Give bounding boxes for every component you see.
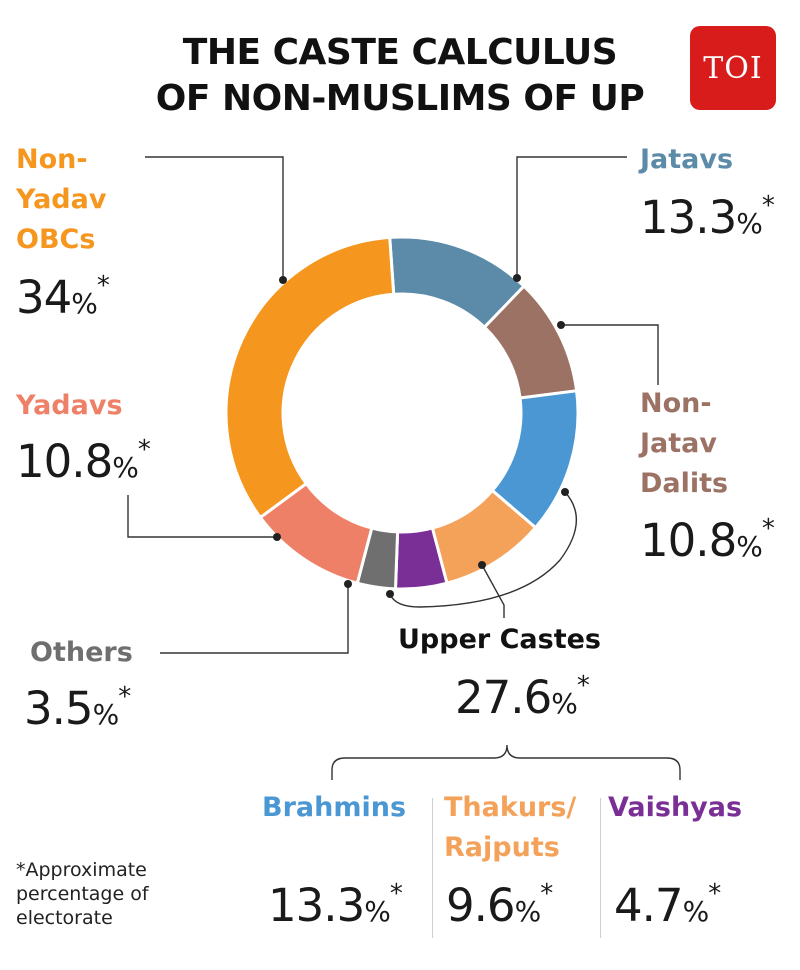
leader-dot-jatavs	[513, 274, 521, 282]
divider-right	[600, 798, 601, 938]
title-line-1: THE CASTE CALCULUS	[182, 32, 618, 73]
leader-dot-upper-end	[386, 590, 394, 598]
leader-others	[160, 584, 349, 654]
subgroup-bracket	[331, 744, 681, 780]
value-upper-castes: 27.6%*	[455, 671, 590, 724]
leader-yadavs	[127, 495, 277, 538]
leader-lines	[127, 156, 681, 780]
value-yadavs: 10.8%*	[16, 435, 151, 488]
upper-castes-bracket	[389, 491, 577, 608]
leader-dot-yadavs	[273, 533, 281, 541]
label-thakurs-rajputs: Thakurs/ Rajputs	[444, 792, 577, 863]
leader-dot-others	[344, 580, 352, 588]
label-non-jatav-dalits: Non- Jatav Dalits	[640, 388, 729, 499]
value-thakurs-rajputs: 9.6%*	[446, 879, 553, 932]
leader-jatavs	[516, 156, 627, 278]
label-brahmins: Brahmins	[262, 792, 407, 823]
value-jatavs: 13.3%*	[640, 191, 775, 244]
value-brahmins: 13.3%*	[268, 879, 403, 932]
value-vaishyas: 4.7%*	[614, 879, 721, 932]
label-jatavs: Jatavs	[640, 144, 734, 175]
label-others: Others	[30, 637, 133, 668]
leader-dot-upper-start	[561, 488, 569, 496]
slice-non-yadav-obcs	[224, 235, 396, 520]
divider-left	[432, 798, 433, 938]
label-upper-castes: Upper Castes	[398, 624, 602, 655]
leader-dot-thakurs	[478, 561, 486, 569]
footnote: *Approximate percentage of electorate	[16, 859, 149, 929]
label-yadavs: Yadavs	[16, 390, 123, 421]
leader-non-jatav-dalits	[561, 324, 659, 385]
leader-thakurs	[481, 564, 505, 618]
toi-logo: TOI	[690, 26, 776, 110]
label-vaishyas: Vaishyas	[608, 792, 743, 823]
leader-dot-non-jatav-dalits	[557, 321, 565, 329]
title-line-2: OF NON-MUSLIMS OF UP	[155, 78, 645, 119]
donut-slices	[224, 235, 580, 591]
chart-title: THE CASTE CALCULUS OF NON-MUSLIMS OF UP	[120, 30, 680, 122]
leader-non-yadav-obcs	[145, 156, 284, 280]
value-non-jatav-dalits: 10.8%*	[640, 514, 775, 567]
value-non-yadav-obcs: 34%*	[16, 271, 110, 324]
leader-dot-non-yadav-obcs	[279, 276, 287, 284]
value-others: 3.5%*	[24, 682, 131, 735]
label-non-yadav-obcs: Non- Yadav OBCs	[16, 144, 107, 255]
